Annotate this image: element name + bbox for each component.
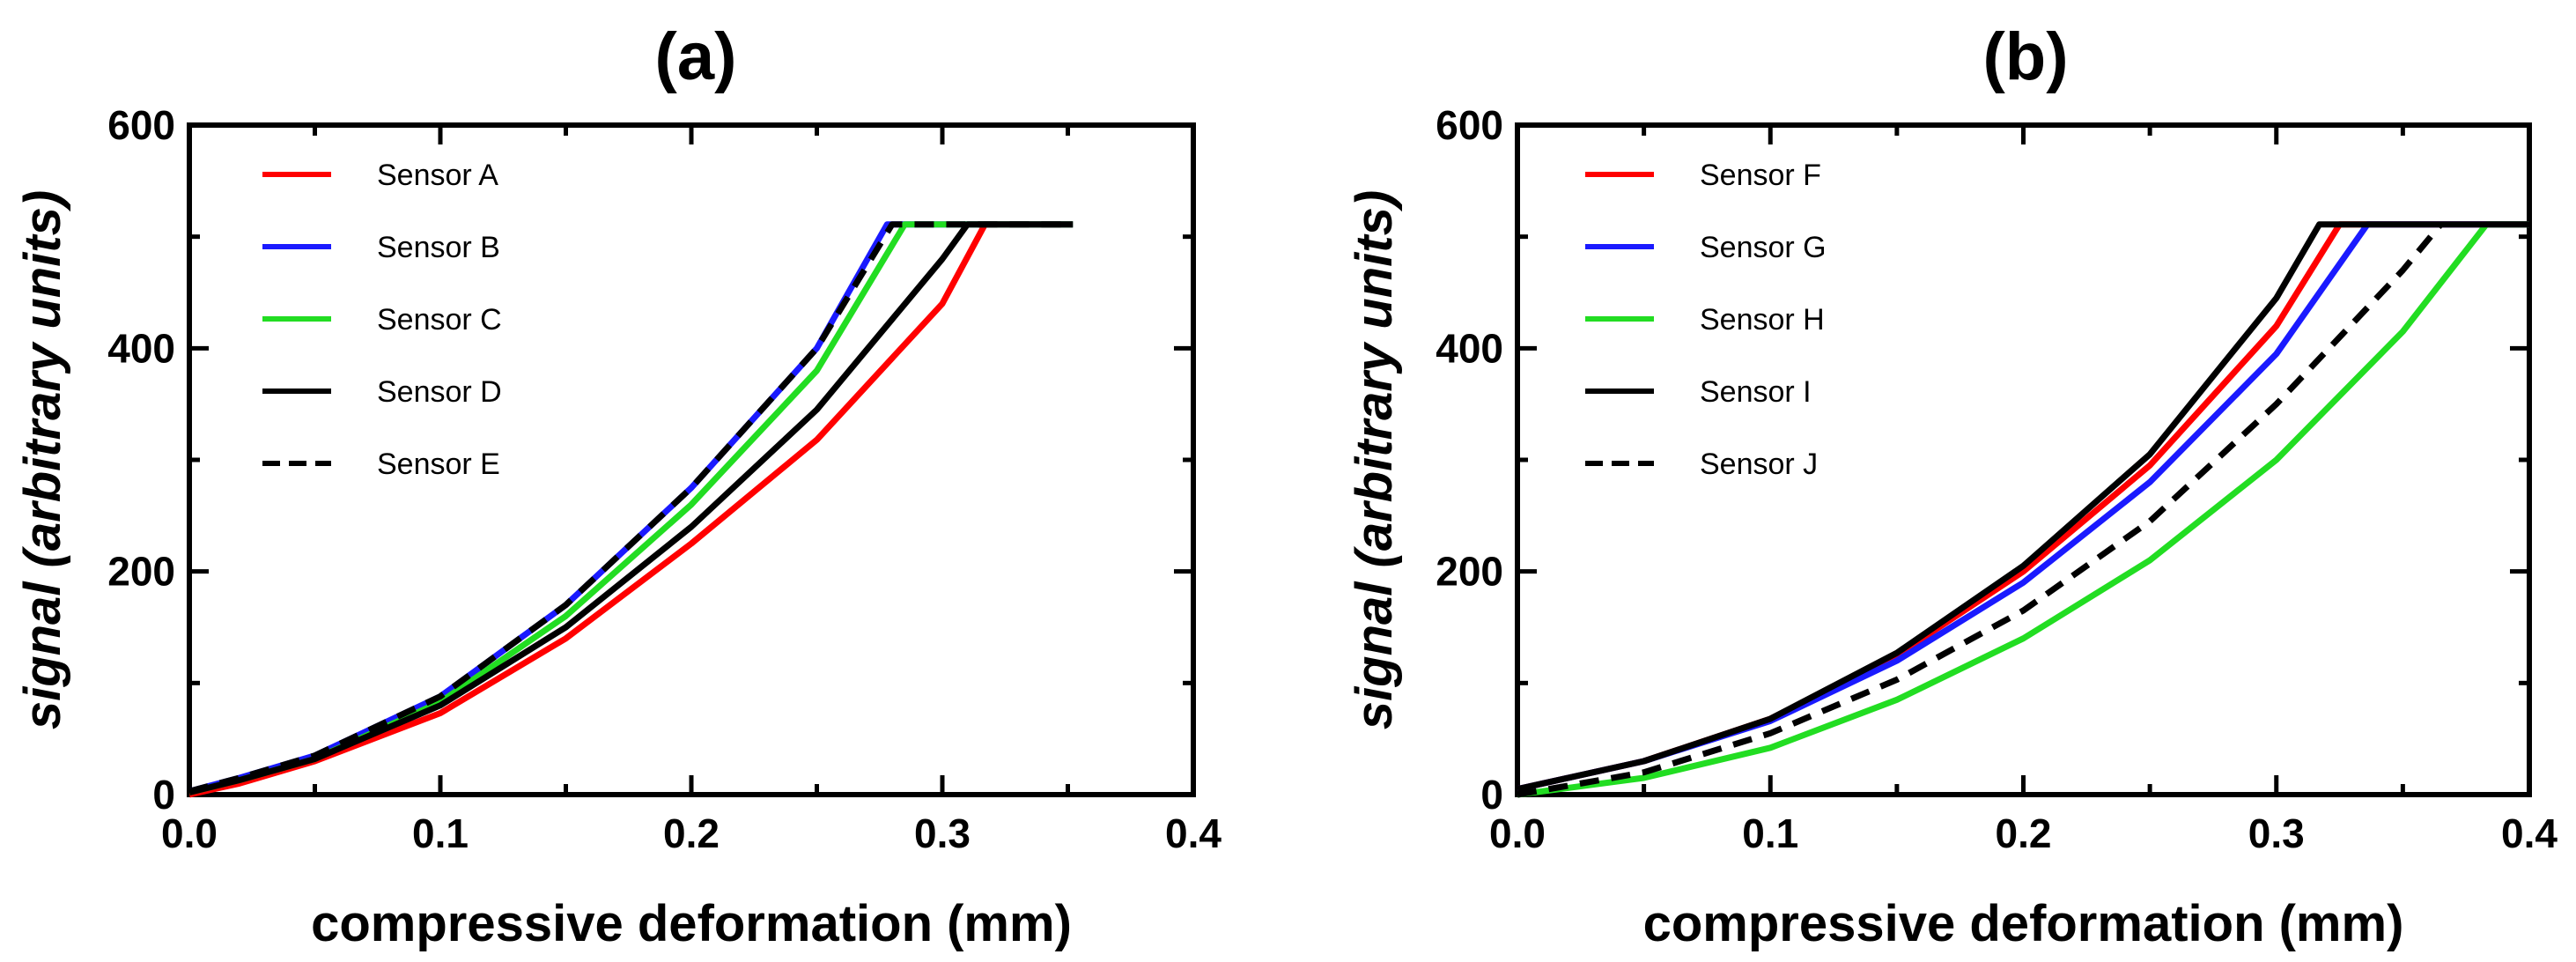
y-tick-label: 600 <box>1436 102 1503 148</box>
x-tick-label: 0.0 <box>161 810 218 856</box>
series-line-sensor-h <box>1517 221 2529 798</box>
series-line-sensor-j <box>1517 222 2444 798</box>
series-line-sensor-e <box>189 221 1074 795</box>
series-line-sensor-a <box>189 221 1074 798</box>
y-axis-title-units: (arbitrary units) <box>14 190 71 582</box>
x-axis-title: compressive deformation (mm) <box>1643 895 2404 952</box>
legend-label: Sensor E <box>377 448 500 481</box>
panel-b: (b) 0.0 0.1 0.2 0.3 0.4 0 200 400 600 compressive … <box>1346 19 2558 952</box>
x-tick-label: 0.4 <box>1165 810 1222 856</box>
y-axis-title: signal (arbitrary units) <box>14 190 71 729</box>
y-tick-label: 0 <box>1480 772 1503 818</box>
y-axis-title-units: (arbitrary units) <box>1346 190 1403 582</box>
x-tick-label: 0.1 <box>1742 810 1798 856</box>
legend-label: Sensor H <box>1700 303 1825 337</box>
series-line-sensor-f <box>1517 221 2529 793</box>
series-line-sensor-i <box>1517 221 2529 793</box>
x-tick-label: 0.4 <box>2501 810 2558 856</box>
panel-a: (a) 0.0 0.1 0.2 0.3 0.4 0 200 400 600 compressive … <box>14 19 1222 952</box>
legend-label: Sensor I <box>1700 375 1812 409</box>
x-tick-label: 0.1 <box>412 810 469 856</box>
y-tick-label: 200 <box>1436 549 1503 595</box>
legend-label: Sensor B <box>377 231 500 264</box>
x-tick-label: 0.2 <box>663 810 720 856</box>
series-line-sensor-d <box>189 221 1074 796</box>
y-axis-title-italic: signal <box>1346 581 1403 729</box>
x-tick-label: 0.3 <box>914 810 971 856</box>
legend-label: Sensor J <box>1700 448 1818 481</box>
y-tick-label: 400 <box>1436 325 1503 371</box>
legend-label: Sensor D <box>377 375 502 409</box>
x-axis-title: compressive deformation (mm) <box>311 895 1072 952</box>
legend-label: Sensor C <box>377 303 502 337</box>
y-axis-title-italic: signal <box>14 581 71 729</box>
legend-label: Sensor F <box>1700 159 1821 192</box>
x-tick-label: 0.0 <box>1489 810 1546 856</box>
series-line-sensor-g <box>1517 221 2529 793</box>
y-tick-label: 0 <box>152 772 175 818</box>
legend-label: Sensor G <box>1700 231 1827 264</box>
x-tick-label: 0.3 <box>2248 810 2305 856</box>
chart-title: (a) <box>655 19 737 94</box>
y-tick-label: 400 <box>107 325 175 371</box>
chart-title: (b) <box>1982 19 2068 94</box>
x-tick-label: 0.2 <box>1996 810 2052 856</box>
y-tick-label: 200 <box>107 549 175 595</box>
y-axis-title: signal (arbitrary units) <box>1346 190 1403 729</box>
legend-label: Sensor A <box>377 159 498 192</box>
y-tick-label: 600 <box>107 102 175 148</box>
